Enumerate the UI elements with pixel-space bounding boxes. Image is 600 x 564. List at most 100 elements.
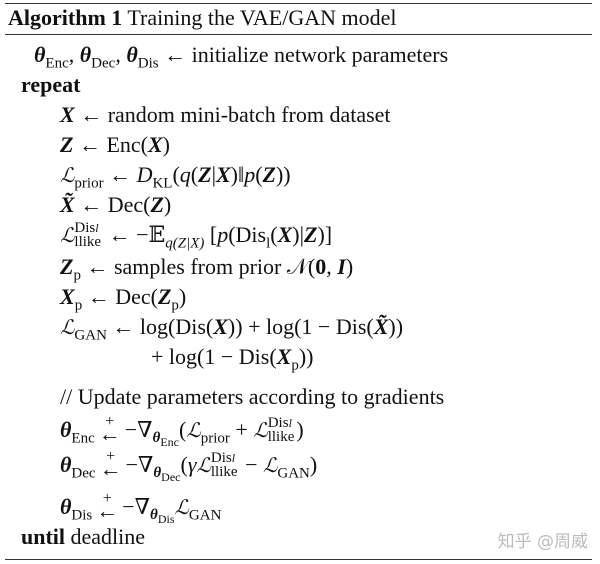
math-token: repeat <box>21 72 81 97</box>
math-token: Dec <box>91 55 116 72</box>
math-token: X <box>277 222 293 247</box>
math-token: D <box>136 162 153 187</box>
math-token: γ <box>187 452 197 477</box>
math-token: Disl llike <box>210 449 238 480</box>
math-token: | <box>211 162 216 187</box>
math-token: θEnc <box>152 430 179 450</box>
math-token: Dis <box>137 55 159 72</box>
algorithm-line: Z ← Enc(X) <box>60 132 170 158</box>
title-rule <box>5 34 592 35</box>
math-token: Z <box>198 162 212 187</box>
algorithm-line: until deadline <box>21 524 145 550</box>
math-token: X <box>213 314 228 339</box>
algorithm-line: θDis + ← −∇θDisℒGAN <box>60 489 222 527</box>
math-token: )] <box>317 222 333 247</box>
math-token: θ <box>60 417 72 442</box>
math-token: )‖ <box>230 162 245 187</box>
math-token: θ <box>79 42 92 67</box>
math-token: ( <box>270 222 278 247</box>
math-token: until <box>21 524 66 549</box>
math-token: ) <box>178 284 187 309</box>
math-token: p <box>244 162 256 187</box>
math-token: ( <box>172 162 180 187</box>
math-token: + ← <box>96 489 119 523</box>
math-token: 0 <box>315 254 327 279</box>
math-token: Z <box>157 284 172 309</box>
math-token: Z <box>262 162 276 187</box>
math-token: ( <box>180 452 188 477</box>
math-token: Z <box>150 192 164 217</box>
algorithm-label: Algorithm 1 <box>8 5 123 30</box>
math-token: θDis <box>150 507 175 527</box>
algorithm-line: repeat <box>21 72 80 98</box>
math-token: X <box>215 162 231 187</box>
math-token: deadline <box>65 524 146 549</box>
math-token: ← log(Dis( <box>106 314 214 339</box>
math-token: θ <box>60 452 72 477</box>
math-token: ℒ <box>60 315 75 339</box>
math-token: ) <box>309 452 318 477</box>
math-token: ℒ <box>60 223 75 247</box>
math-token: θ <box>34 42 46 67</box>
math-token: )| <box>292 222 305 247</box>
math-token: GAN <box>74 327 107 344</box>
math-token: )) <box>275 162 291 187</box>
algorithm-line: Xp ← Dec(Zp) <box>60 284 187 314</box>
math-token: I <box>337 254 346 279</box>
math-token: ← initialize network parameters <box>158 42 449 67</box>
math-token: + <box>229 417 254 442</box>
top-rule <box>5 3 592 4</box>
math-token: ℒ <box>186 418 201 442</box>
algorithm-line: θDec + ← −∇θDec(γℒ Disl llike − ℒGAN) <box>60 448 318 485</box>
algorithm-line: θEnc + ← −∇θEnc(ℒprior + ℒ Disl llike) <box>60 413 304 450</box>
math-token: , <box>68 42 80 67</box>
algorithm-line: ℒGAN ← log(Dis(X)) + log(1 − Dis(X̃)) <box>60 314 403 344</box>
math-token: )) + log(1 − Dis( <box>227 314 374 339</box>
algorithm-line: X ← random mini-batch from dataset <box>60 102 391 128</box>
math-token: Disl llike <box>74 219 102 250</box>
math-token: Dis <box>71 507 93 524</box>
math-token: Disl llike <box>267 414 295 445</box>
algorithm-line: ℒprior ← DKL(q(Z|X)‖p(Z)) <box>60 162 291 191</box>
math-token: Z <box>304 222 318 247</box>
math-token: ℒ <box>174 495 189 519</box>
math-token: [ <box>204 222 218 247</box>
algorithm-line: X̃ ← Dec(Z) <box>60 192 171 218</box>
math-token: ← Dec( <box>82 284 158 309</box>
algorithm-line: Zp ← samples from prior 𝒩(0, I) <box>60 254 354 283</box>
math-token: − <box>239 452 263 477</box>
math-token: , <box>326 254 338 279</box>
math-token: ) <box>345 254 354 279</box>
math-token: Z <box>60 254 74 279</box>
math-token: ℒ <box>262 453 278 477</box>
math-token: −∇ <box>125 452 154 477</box>
algorithm-line: ℒ Disl llike ← −𝔼q(Z|X) [p(Disl(X)|Z)] <box>60 219 333 252</box>
math-token: ℒ <box>253 418 268 442</box>
math-token: GAN <box>188 507 222 524</box>
math-token: l <box>266 235 271 252</box>
algorithm-line: θEnc, θDec, θDis ← initialize network pa… <box>34 42 449 72</box>
math-token: ℒ <box>60 163 75 187</box>
math-token: p <box>171 297 179 314</box>
math-token: X <box>60 102 75 127</box>
math-token: ) <box>162 132 170 157</box>
math-token: p <box>74 297 83 314</box>
math-token: q <box>179 162 191 187</box>
math-token: , <box>115 42 127 67</box>
math-token: GAN <box>277 465 310 482</box>
math-token: Dec <box>71 465 96 482</box>
math-token: q(Z|X) <box>165 235 205 252</box>
math-token: ) <box>296 417 304 442</box>
math-token: p <box>217 222 229 247</box>
math-token: // Update parameters according to gradie… <box>60 384 445 409</box>
algorithm-caption: Training the VAE/GAN model <box>127 5 397 30</box>
math-token: ( <box>190 162 199 187</box>
math-token: ← <box>103 162 137 187</box>
math-token: −∇ <box>124 417 153 442</box>
math-token: ( <box>178 417 187 442</box>
math-token: X̃ <box>373 314 389 339</box>
watermark: 知乎 @周威 <box>497 532 588 552</box>
math-token: θDec <box>153 465 181 485</box>
math-token: ( <box>255 162 263 187</box>
